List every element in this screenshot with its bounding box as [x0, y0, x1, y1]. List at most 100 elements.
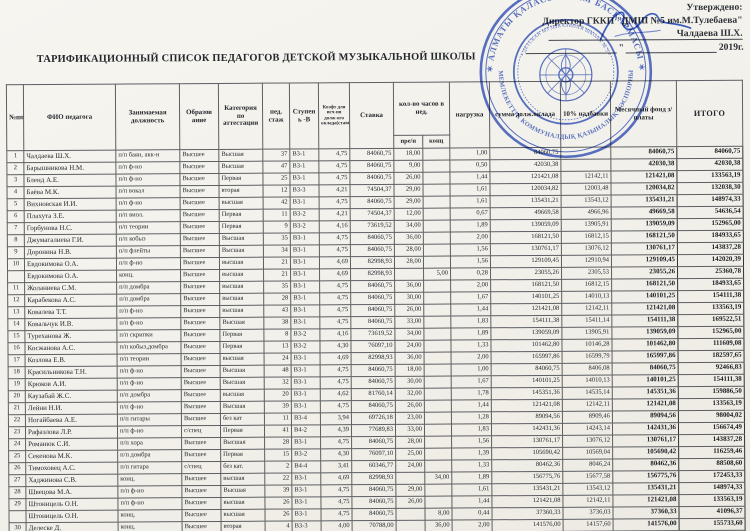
cell: 8406,08 [562, 363, 613, 376]
cell: 28,00 [394, 256, 424, 269]
cell: Высшее [182, 521, 222, 531]
cell: 101462,80 [490, 339, 563, 352]
cell: 1,83 [450, 315, 491, 329]
cell: 74504,37 [350, 208, 395, 221]
cell: 13905,91 [561, 327, 612, 340]
cell [423, 316, 451, 329]
cell: Высшее [181, 437, 221, 450]
cell: с/спец [181, 425, 221, 438]
cell: 11 [7, 282, 25, 295]
cell: вторая [221, 521, 266, 531]
cell: 25 [8, 450, 26, 463]
year-label: 2019г. [718, 41, 744, 53]
cell: 18,00 [393, 148, 423, 161]
cell: 4,75 [319, 304, 351, 317]
cell: 28,00 [394, 244, 424, 257]
cell: Ковальчук И.В. [24, 318, 117, 331]
cell: 84060,75 [351, 436, 396, 449]
cell: 142431,36 [612, 422, 679, 436]
cell: 26,00 [395, 496, 425, 509]
cell: Высшее [179, 173, 220, 186]
cell: 48 [264, 365, 292, 378]
cell: 24,00 [394, 340, 425, 353]
cell: 4,75 [319, 292, 351, 305]
cell: 143837,28 [677, 242, 744, 255]
cell: п/п ф-но [115, 161, 180, 175]
cell: 133563,19 [678, 494, 745, 507]
cell: 29,00 [394, 196, 424, 209]
cell: 36,00 [425, 520, 453, 531]
cell: 34,00 [424, 472, 452, 485]
cell [8, 510, 27, 523]
cell: 1,89 [450, 219, 491, 233]
cell: 1,33 [451, 459, 492, 473]
cell: Каузабай Ж.С. [25, 390, 118, 403]
cell: 43 [263, 305, 291, 318]
cell: 80462,36 [491, 459, 563, 472]
cell [423, 292, 451, 305]
cell: п/п ф-но [116, 197, 181, 211]
cell: 39 [264, 401, 292, 414]
cell: Высшая [219, 245, 264, 258]
cell: 84060,75 [351, 496, 396, 509]
cell: 4,75 [318, 148, 350, 161]
cell: Высшее [181, 413, 221, 426]
cell: 4,21 [319, 208, 351, 221]
cell: Джумагалиева Г.И. [24, 234, 117, 247]
approval-block: Утверждено: Директор ГККП "ДМШ №5 им.М.Т… [542, 1, 742, 41]
cell: 22 [8, 414, 26, 427]
cell: Романюк С.И. [25, 438, 118, 451]
cell: Высшее [180, 293, 220, 306]
cell: конц. [117, 509, 183, 523]
cell: Высшее [180, 281, 220, 294]
cell: 4,75 [318, 160, 350, 173]
cell: Косжанова А.С. [24, 342, 118, 355]
cell: 121421,08 [491, 495, 563, 508]
cell: 10146,28 [561, 339, 613, 352]
cell: высшая [220, 497, 265, 510]
cell: 26 [264, 509, 293, 522]
cell [424, 364, 452, 377]
cell: Высшая [220, 485, 265, 498]
cell: В4-2 [291, 424, 321, 438]
cell: 133563,19 [678, 398, 745, 411]
cell: 82998,93 [350, 268, 395, 281]
cell: 156775,76 [491, 471, 563, 484]
cell: 139059,09 [611, 326, 678, 340]
cell: 0,44 [451, 507, 493, 521]
cell: 34,00 [394, 328, 424, 341]
cell: 4,62 [320, 388, 352, 401]
cell: 4,75 [319, 316, 351, 329]
cell: 11 [263, 209, 291, 222]
cell: Высшее [180, 221, 220, 234]
cell [424, 352, 452, 365]
cell: 3 [6, 174, 25, 187]
cell: 28 [263, 293, 291, 306]
cell: 129109,45 [490, 255, 562, 268]
cell: 29,00 [394, 184, 424, 197]
cell: 120034,82 [611, 182, 678, 196]
cell: 4,75 [319, 244, 351, 257]
cell: п/п ф-но [115, 173, 181, 187]
cell [423, 196, 451, 209]
cell: 42030,38 [610, 158, 677, 172]
cell: 10 [7, 258, 25, 271]
cell: 81760,14 [351, 388, 396, 401]
cell: 121421,08 [612, 494, 679, 508]
cell: 130761,17 [491, 435, 563, 448]
cell: 172453,33 [678, 470, 745, 483]
col-header-load: нагрузка [449, 81, 490, 149]
cell: В3-2 [290, 208, 320, 222]
cell: Первая [220, 449, 265, 462]
cell: В3-1 [290, 196, 320, 210]
cell: 5,00 [423, 268, 451, 281]
cell: Делеске Д. [26, 522, 119, 531]
col-header-education: Образов ание [179, 83, 219, 150]
cell: 60346,77 [351, 460, 396, 473]
cell: Крюков А.И. [25, 378, 118, 391]
cell: В3-2 [290, 328, 320, 342]
cell: Тимоховец А.С. [25, 462, 118, 475]
cell [422, 172, 451, 185]
cell: 89094,56 [491, 411, 563, 424]
